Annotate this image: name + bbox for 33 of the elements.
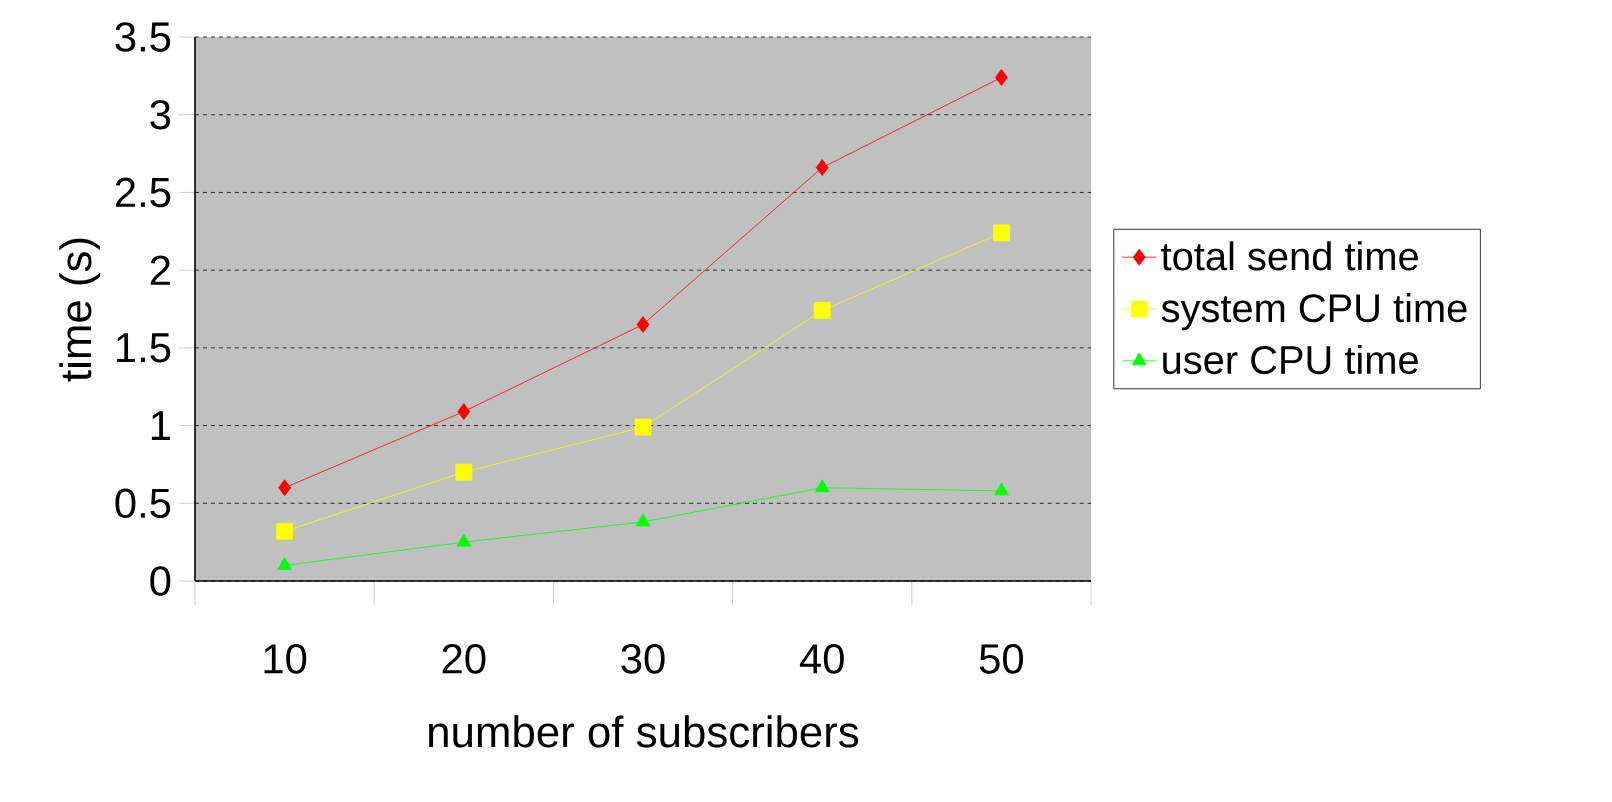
point	[457, 403, 471, 420]
point	[815, 159, 829, 176]
x-tick-label: 50	[979, 644, 1024, 674]
point	[456, 533, 472, 547]
point	[993, 224, 1010, 242]
point	[995, 69, 1008, 86]
point	[278, 479, 292, 497]
y-axis-title: time (s)	[59, 238, 101, 382]
y-tick-label: 0	[150, 566, 171, 596]
point	[634, 418, 652, 436]
y-tick-label: 2.5	[115, 177, 171, 208]
y-tick-label: 1.5	[116, 333, 171, 363]
x-tick-label: 30	[621, 644, 665, 674]
x-axis-title: number of subscribers	[429, 715, 859, 748]
legend-label: total send time	[1161, 241, 1418, 271]
point	[276, 522, 294, 540]
point	[455, 463, 473, 481]
point	[277, 557, 292, 570]
point	[636, 316, 650, 333]
y-tick-label: 1	[151, 411, 170, 440]
x-tick-label: 40	[799, 644, 844, 674]
x-tick-label: 10	[264, 644, 307, 674]
legend-label: system CPU time	[1161, 293, 1467, 331]
y-tick-label: 3	[150, 99, 171, 130]
point	[814, 479, 830, 493]
y-tick-label: 2	[150, 255, 170, 285]
x-tick-label: 20	[442, 644, 486, 674]
point	[813, 302, 831, 319]
point	[994, 482, 1009, 496]
legend-label: user CPU time	[1163, 344, 1418, 375]
y-tick-label: 0.5	[115, 488, 171, 519]
point	[635, 513, 651, 527]
y-tick-label: 3.5	[115, 22, 171, 52]
